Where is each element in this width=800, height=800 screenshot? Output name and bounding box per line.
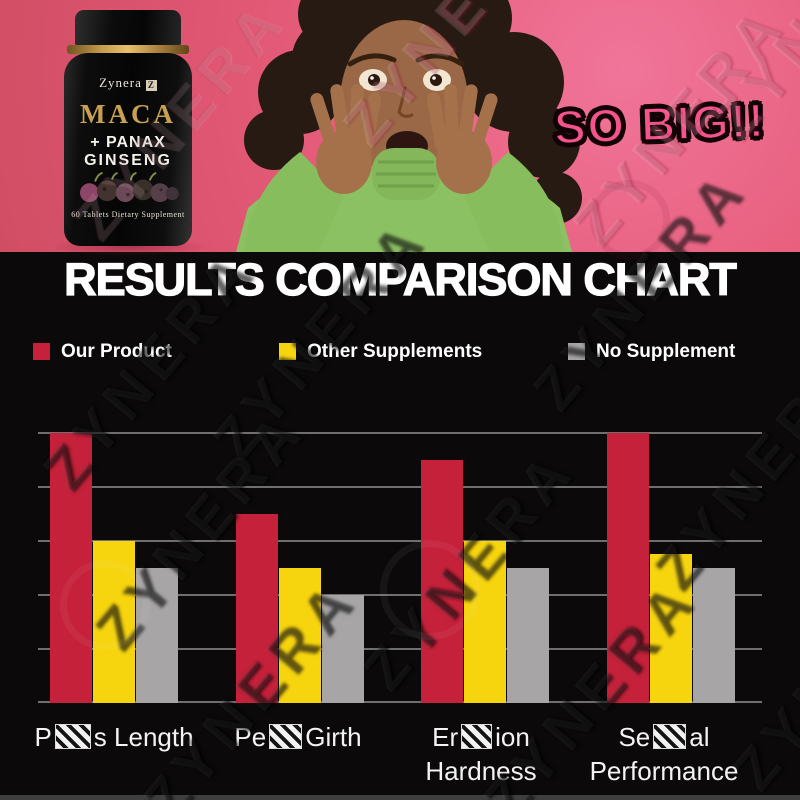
bar-no-supplement — [693, 568, 735, 703]
legend-label: Our Product — [61, 341, 172, 362]
product-name-sub1: + PANAX — [90, 134, 166, 151]
gridline — [38, 648, 762, 650]
category-label: Pe Girth — [198, 720, 398, 754]
bar-our-product — [607, 433, 649, 703]
bar-other-supplements — [464, 541, 506, 703]
category-text-line2: Hardness — [425, 756, 537, 786]
bar-no-supplement — [322, 595, 364, 703]
gridline — [38, 486, 762, 488]
right-hand — [426, 83, 498, 194]
category-text: P — [34, 722, 52, 752]
category-label: Se al Performance — [564, 720, 764, 788]
hero-section: Zynera Z MACA + PANAX GINSENG — [0, 0, 800, 256]
bottom-strip — [0, 795, 800, 800]
bar-our-product — [50, 433, 92, 703]
product-subtitle: 60 Tablets Dietary Supplement — [71, 210, 185, 219]
category-text: Pe — [234, 722, 267, 752]
censor-box — [54, 724, 91, 749]
section-title: RESULTS COMPARISON CHART — [63, 253, 737, 305]
category-label: Er ion Hardness — [381, 720, 581, 788]
legend-item-other-supplements: Other Supplements — [279, 341, 483, 362]
category-text: s Length — [93, 722, 194, 752]
eyes — [359, 69, 451, 91]
product-name-main: MACA — [80, 99, 176, 129]
category-text-line2: Performance — [589, 756, 739, 786]
gridline — [38, 701, 762, 703]
censor-box — [461, 724, 493, 749]
category-text: al — [689, 722, 710, 752]
brand-name: Zynera — [99, 75, 142, 90]
category-text: ion — [495, 722, 530, 752]
burst-text: SO BIG!! — [552, 92, 768, 154]
gridline — [38, 594, 762, 596]
censor-box — [269, 724, 303, 749]
bar-no-supplement — [507, 568, 549, 703]
bottle-cap — [75, 10, 181, 46]
bottle-gold-band — [67, 45, 189, 54]
category-text: Girth — [305, 722, 362, 752]
legend-swatch-gray — [568, 343, 585, 360]
legend-label: Other Supplements — [307, 341, 483, 362]
bar-our-product — [236, 514, 278, 703]
legend-item-no-supplement: No Supplement — [568, 341, 736, 362]
brand-row: Zynera Z — [64, 75, 192, 91]
woman-photo — [236, 0, 582, 252]
bar-other-supplements — [650, 554, 692, 703]
bar-no-supplement — [136, 568, 178, 703]
category-text: Er — [432, 722, 459, 752]
bar-other-supplements — [93, 541, 135, 703]
product-bottle: Zynera Z MACA + PANAX GINSENG — [50, 10, 210, 256]
legend-label: No Supplement — [596, 341, 736, 362]
maca-roots-image — [64, 172, 192, 209]
left-hand — [310, 84, 382, 194]
gridline — [38, 432, 762, 434]
category-text: Se — [618, 722, 651, 752]
brand-logo-icon: Z — [145, 80, 157, 91]
legend-swatch-yellow — [279, 343, 296, 360]
product-name-sub2: GINSENG — [84, 152, 172, 169]
gridline — [38, 540, 762, 542]
censor-box — [653, 724, 687, 749]
bar-other-supplements — [279, 568, 321, 703]
legend-swatch-red — [33, 343, 50, 360]
legend-item-our-product: Our Product — [33, 341, 172, 362]
bar-our-product — [421, 460, 463, 703]
bar-chart — [0, 420, 800, 703]
bottle-label: Zynera Z MACA + PANAX GINSENG — [64, 53, 192, 246]
